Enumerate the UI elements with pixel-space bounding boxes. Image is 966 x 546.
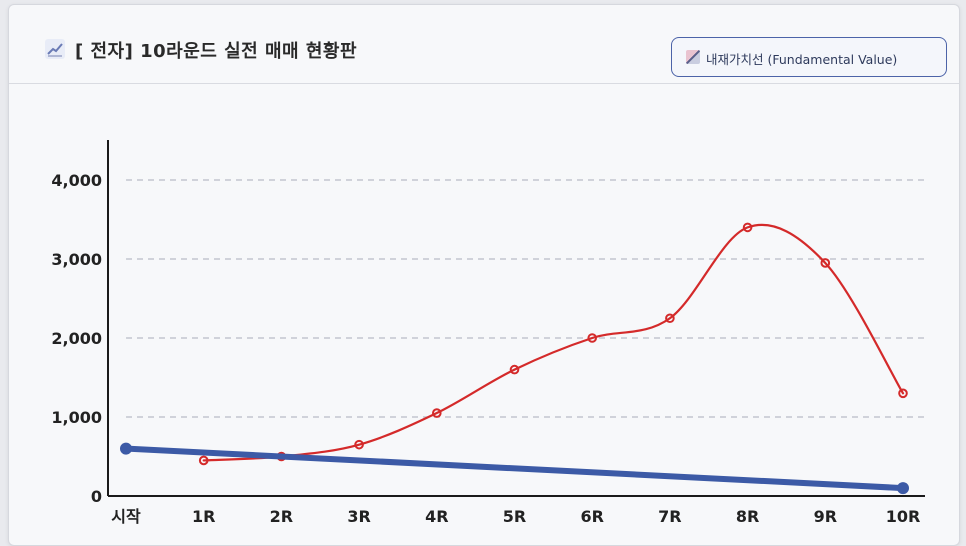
- price-point: [820, 258, 831, 268]
- x-tick-label: 7R: [658, 507, 681, 526]
- x-tick-label: 5R: [503, 507, 526, 526]
- chart-title: [ 전자] 10라운드 실전 매매 현황판: [75, 41, 358, 62]
- y-tick-label: 4,000: [51, 171, 102, 190]
- y-tick-label: 1,000: [51, 408, 102, 427]
- x-tick-label: 6R: [580, 507, 603, 526]
- x-tick-label: 시작: [111, 507, 141, 526]
- price-line: [202, 223, 905, 462]
- price-point: [432, 408, 442, 418]
- price-point: [198, 455, 209, 466]
- fundamental-value-line: [123, 445, 906, 492]
- price-point: [742, 222, 753, 233]
- x-tick-label: 8R: [736, 507, 759, 526]
- price-point: [509, 364, 520, 375]
- chart-header: [ 전자] 10라운드 실전 매매 현황판 내재가치선 (Fundamental…: [9, 5, 959, 84]
- x-tick-label: 4R: [425, 507, 448, 526]
- x-tick-label: 2R: [270, 507, 293, 526]
- price-point: [354, 439, 364, 450]
- chart-panel: [ 전자] 10라운드 실전 매매 현황판 내재가치선 (Fundamental…: [8, 4, 960, 546]
- price-point: [587, 333, 598, 343]
- x-tick-label: 1R: [192, 507, 215, 526]
- y-tick-label: 3,000: [51, 250, 102, 269]
- x-tick-label: 3R: [347, 507, 370, 526]
- price-point: [898, 388, 908, 399]
- legend-label: 내재가치선 (Fundamental Value): [706, 52, 898, 67]
- x-tick-label: 9R: [814, 507, 837, 526]
- fundamental-value-legend-button[interactable]: 내재가치선 (Fundamental Value): [671, 37, 947, 77]
- chart-icon: [45, 39, 65, 59]
- legend-swatch-icon: [686, 50, 700, 64]
- fundamental-value-point: [897, 482, 909, 495]
- price-point: [665, 313, 675, 324]
- x-tick-label: 10R: [886, 507, 921, 526]
- fundamental-value-point: [120, 442, 132, 455]
- y-tick-label: 2,000: [51, 329, 102, 348]
- y-tick-label: 0: [91, 487, 102, 506]
